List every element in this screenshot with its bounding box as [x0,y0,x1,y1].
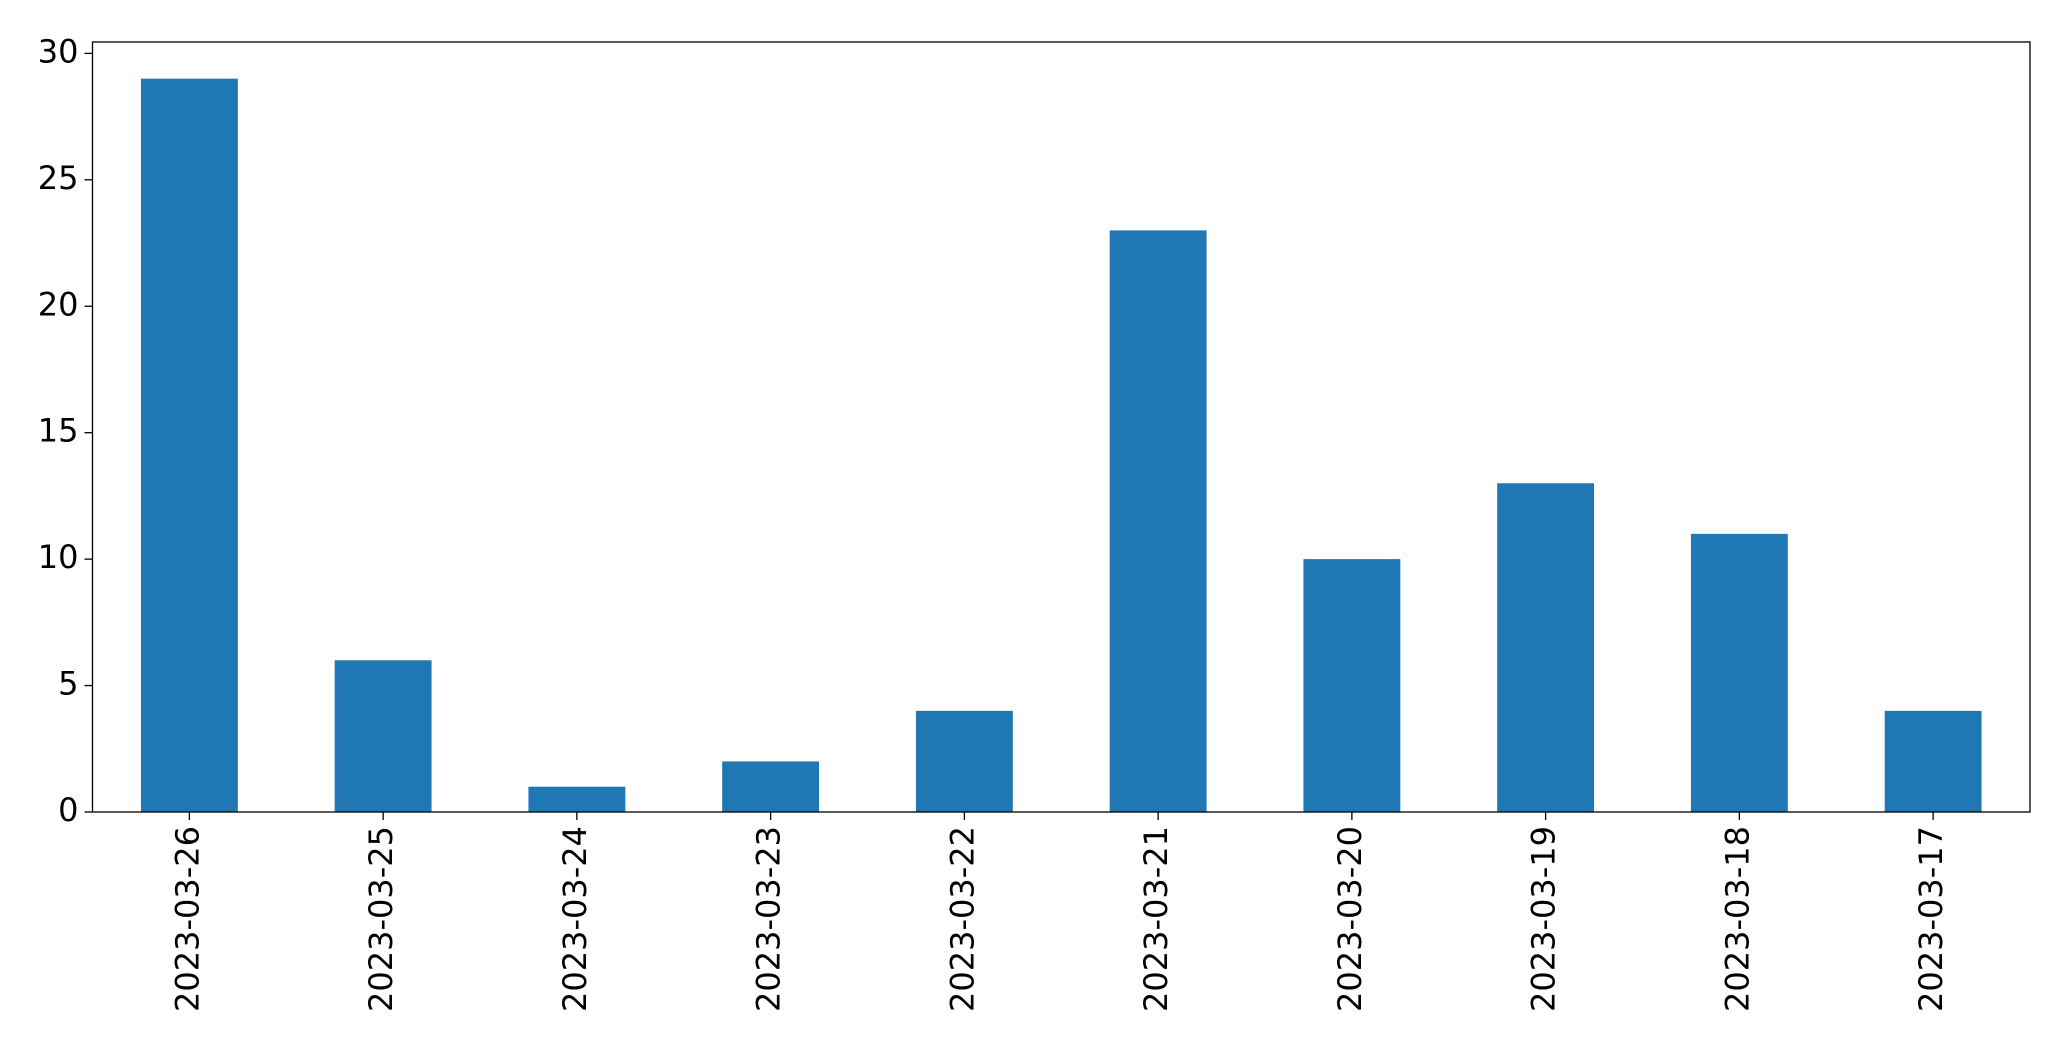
y-tick-label: 15 [38,412,79,450]
bar [1303,559,1401,812]
x-tick-label: 2023-03-26 [168,826,206,1012]
bar [915,710,1013,812]
bar [528,786,626,812]
bar [722,761,820,812]
y-tick-label: 20 [38,285,79,323]
x-tick-label: 2023-03-18 [1718,826,1756,1012]
y-tick-label: 25 [38,159,79,197]
x-tick-label: 2023-03-17 [1912,826,1950,1012]
x-tick-label: 2023-03-20 [1331,826,1369,1012]
bar [1109,230,1207,812]
y-tick-label: 30 [38,32,79,70]
y-tick-label: 0 [58,791,78,829]
x-tick-label: 2023-03-22 [943,826,981,1012]
x-tick-label: 2023-03-24 [556,826,594,1012]
bar [1690,533,1788,812]
x-tick-label: 2023-03-21 [1137,826,1175,1012]
y-tick-label: 10 [38,538,79,576]
y-tick-label: 5 [58,665,78,703]
bar [1884,710,1982,812]
x-tick-label: 2023-03-19 [1525,826,1563,1012]
plot-frame [91,41,2031,813]
x-tick-label: 2023-03-25 [362,826,400,1012]
bar [334,660,432,812]
bar [1497,483,1595,812]
bar [140,78,238,812]
x-tick-label: 2023-03-23 [750,826,788,1012]
